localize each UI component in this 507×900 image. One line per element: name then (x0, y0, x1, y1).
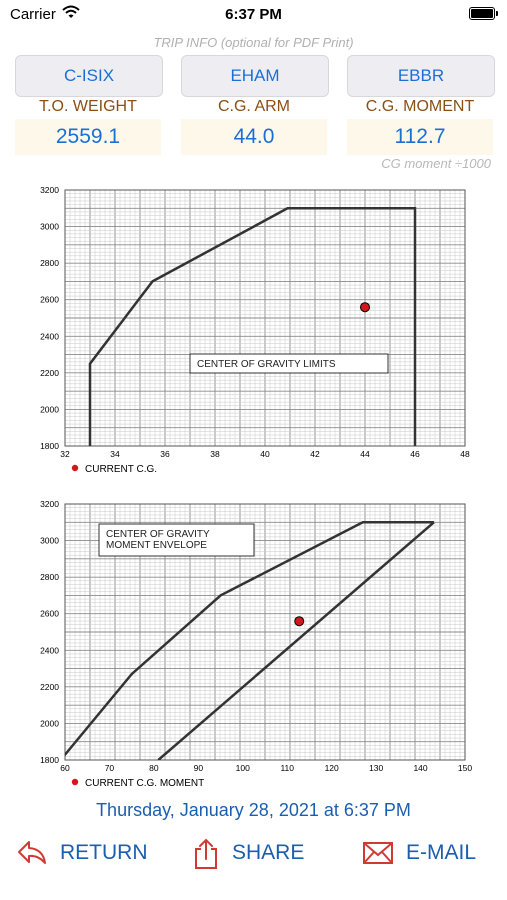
arm-label: C.G. ARM (217, 98, 290, 115)
x-tick-label: 34 (110, 449, 120, 459)
return-icon (16, 838, 48, 873)
x-tick-label: 90 (194, 763, 204, 773)
y-tick-label: 3000 (40, 222, 59, 232)
chart-title-box (189, 353, 389, 374)
legend-marker (71, 778, 79, 786)
wifi-icon (62, 5, 80, 24)
x-tick-label: 70 (105, 763, 115, 773)
trip-button-departure[interactable]: EHAM (181, 55, 329, 97)
cg-limits-chart-svg: 32 34 36 38 40 42 44 46 48 1800 2000 2200 2400 2600 28… (40, 185, 470, 475)
current-cg-point (360, 302, 370, 313)
x-tick-label: 48 (460, 449, 470, 459)
x-tick-label: 38 (210, 449, 220, 459)
y-tick-label: 1800 (40, 755, 59, 765)
legend-label: CURRENT C.G. (85, 464, 157, 475)
weight-value: 2559.1 (15, 119, 161, 155)
status-bar: Carrier 6:37 PM (0, 0, 507, 30)
share-label: SHARE (232, 841, 305, 864)
arm-value: 44.0 (181, 119, 327, 155)
email-label: E-MAIL (406, 841, 477, 864)
y-tick-label: 3200 (40, 185, 59, 195)
y-tick-label: 2800 (40, 258, 59, 268)
return-label: RETURN (60, 841, 148, 864)
chart-title-box (98, 523, 255, 557)
y-tick-label: 2200 (40, 682, 59, 692)
x-tick-label: 32 (60, 449, 70, 459)
y-tick-label: 2600 (40, 295, 59, 305)
plot-border (64, 189, 466, 447)
legend-marker (71, 464, 79, 472)
x-tick-label: 120 (325, 763, 339, 773)
carrier-label: Carrier (10, 6, 56, 23)
moment-note: CG moment ÷1000 (381, 156, 491, 171)
y-tick-label: 2800 (40, 572, 59, 582)
x-tick-label: 44 (360, 449, 370, 459)
y-tick-label: 3000 (40, 536, 59, 546)
y-tick-label: 2200 (40, 368, 59, 378)
y-tick-label: 2400 (40, 645, 59, 655)
battery-icon (469, 7, 498, 20)
share-icon (192, 838, 220, 875)
x-tick-label: 110 (280, 763, 294, 773)
x-tick-label: 36 (160, 449, 170, 459)
y-tick-label: 2000 (40, 404, 59, 414)
plot-border (64, 503, 466, 761)
return-button[interactable]: RETURN (16, 836, 156, 872)
x-tick-label: 140 (413, 763, 427, 773)
chart-title: CENTER OF GRAVITY (106, 529, 210, 540)
y-tick-label: 1800 (40, 441, 59, 451)
clock: 6:37 PM (225, 6, 282, 23)
weight-label: T.O. WEIGHT (39, 98, 137, 115)
timestamp: Thursday, January 28, 2021 at 6:37 PM (96, 800, 411, 820)
envelope-line (65, 521, 434, 757)
chart-title: MOMENT ENVELOPE (106, 540, 207, 551)
x-tick-label: 100 (236, 763, 250, 773)
chart-title: CENTER OF GRAVITY LIMITS (197, 359, 336, 370)
trip-button-destination[interactable]: EBBR (347, 55, 495, 97)
x-tick-label: 60 (60, 763, 70, 773)
trip-button-aircraft[interactable]: C-ISIX (15, 55, 163, 97)
cg-limits-chart: 32 34 36 38 40 42 44 46 48 1800 2000 2200 2400 2600 28… (0, 183, 507, 478)
current-cg-point (294, 616, 305, 627)
moment-label: C.G. MOMENT (365, 98, 475, 115)
moment-value: 112.7 (347, 119, 493, 155)
envelope-line (88, 207, 417, 446)
cg-moment-chart: 60 70 80 90 100 110 120 130 140 150 1800 2000 2200 24… (0, 497, 507, 792)
email-icon (362, 838, 394, 873)
x-tick-label: 150 (458, 763, 472, 773)
x-tick-label: 42 (310, 449, 320, 459)
cg-moment-chart-svg: 60 70 80 90 100 110 120 130 140 150 1800 2000 2200 24… (40, 499, 472, 789)
x-tick-label: 46 (410, 449, 420, 459)
legend-label: CURRENT C.G. MOMENT (85, 778, 204, 789)
y-tick-label: 3200 (40, 499, 59, 509)
y-tick-label: 2600 (40, 609, 59, 619)
trip-info-caption: TRIP INFO (optional for PDF Print) (153, 35, 354, 50)
x-tick-label: 130 (369, 763, 383, 773)
email-button[interactable]: E-MAIL (362, 836, 492, 872)
x-tick-label: 80 (149, 763, 159, 773)
y-tick-label: 2400 (40, 331, 59, 341)
x-tick-label: 40 (260, 449, 270, 459)
share-button[interactable]: SHARE (192, 836, 312, 872)
y-tick-label: 2000 (40, 718, 59, 728)
envelope-line (157, 521, 435, 760)
